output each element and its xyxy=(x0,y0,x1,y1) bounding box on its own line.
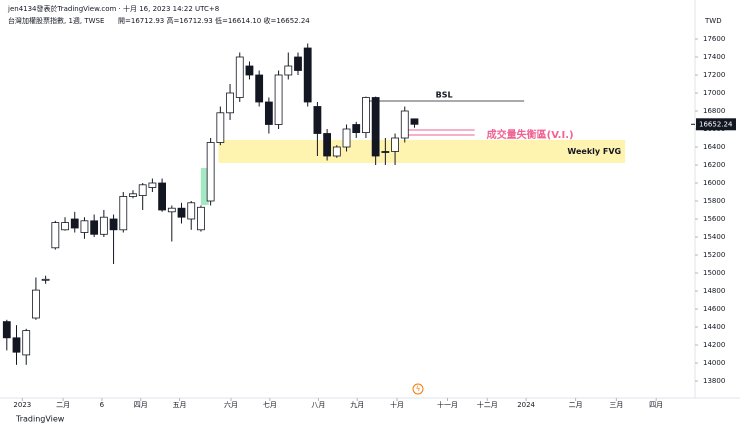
x-tick-label: 九月 xyxy=(350,400,364,409)
x-tick-label: 二月 xyxy=(56,401,70,409)
x-tick-label: 6 xyxy=(100,401,105,409)
y-tick-label: 15200 xyxy=(703,251,725,259)
candle-body xyxy=(255,74,264,103)
logo: TradingView xyxy=(15,415,65,424)
candle-body xyxy=(410,118,419,125)
candle-body xyxy=(119,196,128,231)
candle-body xyxy=(51,222,60,249)
x-tick-label: 七月 xyxy=(263,400,277,409)
y-tick-label: 13800 xyxy=(703,377,725,385)
candle-body xyxy=(323,133,332,157)
candle-body xyxy=(129,193,137,197)
last-price-box xyxy=(696,118,736,131)
x-tick-label: 十二月 xyxy=(477,400,498,409)
candle-body xyxy=(294,56,302,71)
ohlc: 開=16712.93 高=16712.93 低=16614.10 收=16652… xyxy=(118,16,310,25)
y-tick-label: 17400 xyxy=(703,53,725,61)
y-tick-label: 14800 xyxy=(703,287,725,295)
candle-body xyxy=(148,182,157,188)
candle-body xyxy=(226,92,234,114)
last-price-label: 16652.24 xyxy=(699,120,733,128)
y-tick-label: 14200 xyxy=(703,341,725,349)
x-tick-label: 2024 xyxy=(517,401,535,409)
author: jen4134發表於TradingView.com · 十月 16, 2023 … xyxy=(7,4,219,13)
candle-body xyxy=(303,47,312,103)
x-tick-label: 八月 xyxy=(311,401,325,409)
candle-body xyxy=(381,151,390,153)
x-tick-label: 十一月 xyxy=(437,400,458,409)
bsl-label: BSL xyxy=(436,91,453,100)
y-tick-label: 14000 xyxy=(703,359,725,367)
y-tick-label: 15800 xyxy=(703,197,725,205)
event-icon: ϟ xyxy=(416,385,421,393)
candle-body xyxy=(206,142,215,202)
candle-body xyxy=(371,97,380,157)
x-tick-label: 五月 xyxy=(173,401,187,409)
x-tick-label: 二月 xyxy=(569,401,583,409)
candle-body xyxy=(332,146,341,157)
candle-body xyxy=(138,184,147,197)
y-tick-label: 16000 xyxy=(703,179,725,187)
candle-body xyxy=(313,106,322,134)
y-tick-label: 17200 xyxy=(703,71,725,79)
x-tick-label: 六月 xyxy=(224,400,238,409)
y-tick-label: 14400 xyxy=(703,323,725,331)
candle-body xyxy=(235,56,244,98)
candle-body xyxy=(167,207,176,213)
x-tick-label: 2023 xyxy=(13,401,31,409)
candle-body xyxy=(80,220,89,233)
y-tick-label: 17600 xyxy=(703,35,725,43)
vi-box xyxy=(200,167,209,206)
candle-body xyxy=(352,124,361,133)
candle-body xyxy=(70,218,79,229)
candle-body xyxy=(187,202,196,220)
symbol: 台灣加權股票指數, 1週, TWSE xyxy=(8,16,104,25)
x-tick-label: 十月 xyxy=(390,400,404,409)
candle-body xyxy=(22,330,31,356)
candle-body xyxy=(61,222,69,231)
candle-body xyxy=(12,337,21,353)
candle-body xyxy=(400,110,409,139)
event-icon[interactable] xyxy=(412,383,424,395)
y-tick-label: 15000 xyxy=(703,269,725,277)
x-tick-label: 四月 xyxy=(649,401,663,409)
candle-body xyxy=(99,216,108,235)
candle-body xyxy=(109,218,118,231)
x-tick-label: 四月 xyxy=(134,401,148,409)
candle-body xyxy=(90,220,99,235)
candle-body xyxy=(284,65,293,76)
candle-body xyxy=(177,207,186,218)
y-tick-label: 17000 xyxy=(703,89,725,97)
candle-body xyxy=(197,206,205,231)
candle-body xyxy=(32,289,40,319)
fvg-label: Weekly FVG xyxy=(567,147,621,156)
y-tick-label: 15400 xyxy=(703,233,725,241)
y-tick-label: 14600 xyxy=(703,305,725,313)
candle-body xyxy=(264,101,273,125)
fvg-zone xyxy=(218,139,626,164)
candle-body xyxy=(158,182,167,211)
candle-body xyxy=(41,278,50,281)
currency: TWD xyxy=(704,17,722,25)
candle-body xyxy=(391,137,399,152)
candle-body xyxy=(362,97,370,133)
candle-body xyxy=(245,65,254,76)
y-tick-label: 15600 xyxy=(703,215,725,223)
y-tick-label: 16400 xyxy=(703,143,725,151)
x-tick-label: 三月 xyxy=(609,401,623,409)
y-tick-label: 16200 xyxy=(703,161,725,169)
candle-body xyxy=(342,128,351,148)
y-tick-label: 16800 xyxy=(703,107,725,115)
candle-body xyxy=(2,321,11,339)
vi-label: 成交量失衡區(V.I.) xyxy=(487,128,574,141)
candle-body xyxy=(216,112,225,143)
candle-body xyxy=(274,74,283,125)
